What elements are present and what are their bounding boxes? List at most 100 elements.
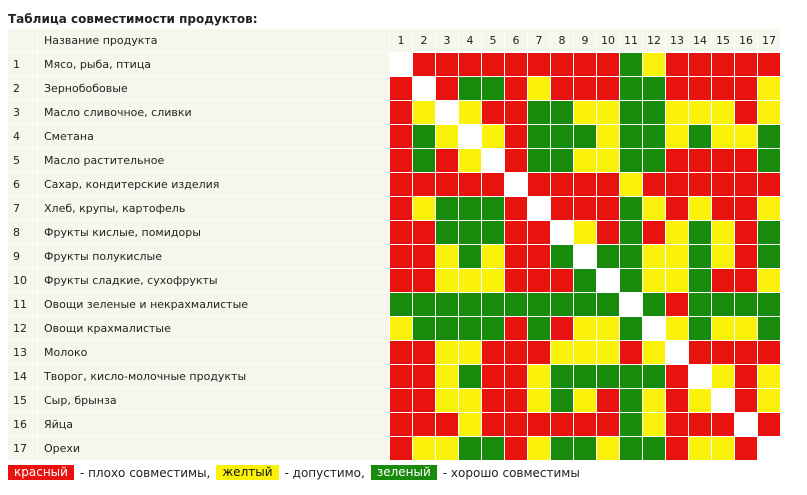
compatibility-cell: [550, 388, 574, 413]
compatibility-cell: [435, 148, 459, 173]
compatibility-cell: [573, 244, 597, 269]
table-row: 11 Овощи зеленые и некрахмалистые: [8, 292, 781, 317]
compatibility-cell: [504, 412, 528, 437]
compatibility-cell: [412, 268, 436, 293]
legend-swatch: желтый: [216, 465, 279, 480]
compatibility-cell: [504, 220, 528, 245]
compatibility-cell: [734, 124, 758, 149]
compatibility-cell: [596, 76, 620, 101]
product-name: Яйца: [37, 412, 390, 437]
compatibility-cell: [711, 52, 735, 77]
compatibility-cell: [389, 340, 413, 365]
compatibility-cell: [527, 148, 551, 173]
compatibility-cell: [665, 52, 689, 77]
compatibility-cell: [757, 196, 781, 221]
compatibility-cell: [619, 172, 643, 197]
compatibility-cell: [688, 340, 712, 365]
compatibility-cell: [757, 172, 781, 197]
compatibility-cell: [573, 316, 597, 341]
compatibility-cell: [688, 244, 712, 269]
compatibility-cell: [619, 76, 643, 101]
compatibility-cell: [550, 340, 574, 365]
compatibility-cell: [665, 340, 689, 365]
compatibility-cell: [573, 76, 597, 101]
compatibility-cell: [504, 268, 528, 293]
compatibility-cell: [573, 220, 597, 245]
compatibility-cell: [757, 268, 781, 293]
compatibility-cell: [596, 388, 620, 413]
compatibility-cell: [711, 148, 735, 173]
compatibility-cell: [688, 388, 712, 413]
compatibility-cell: [458, 100, 482, 125]
compatibility-cell: [757, 340, 781, 365]
compatibility-cell: [665, 316, 689, 341]
compatibility-cell: [573, 196, 597, 221]
compatibility-cell: [688, 436, 712, 461]
compatibility-cell: [688, 364, 712, 389]
compatibility-cell: [412, 388, 436, 413]
row-number: 12: [8, 316, 38, 341]
column-header: 10: [596, 29, 620, 53]
product-name: Творог, кисло-молочные продукты: [37, 364, 390, 389]
compatibility-cell: [435, 388, 459, 413]
compatibility-cell: [389, 220, 413, 245]
compatibility-cell: [688, 100, 712, 125]
product-name: Овощи зеленые и некрахмалистые: [37, 292, 390, 317]
compatibility-cell: [711, 268, 735, 293]
compatibility-cell: [619, 220, 643, 245]
compatibility-cell: [619, 268, 643, 293]
compatibility-cell: [504, 76, 528, 101]
compatibility-cell: [665, 268, 689, 293]
compatibility-cell: [527, 124, 551, 149]
compatibility-cell: [596, 52, 620, 77]
column-header: 17: [757, 29, 781, 53]
compatibility-cell: [389, 172, 413, 197]
column-header: 11: [619, 29, 643, 53]
compatibility-cell: [642, 148, 666, 173]
row-number: 11: [8, 292, 38, 317]
product-name: Хлеб, крупы, картофель: [37, 196, 390, 221]
compatibility-cell: [573, 100, 597, 125]
compatibility-cell: [757, 436, 781, 461]
table-row: 6 Сахар, кондитерские изделия: [8, 172, 781, 197]
compatibility-cell: [596, 364, 620, 389]
compatibility-cell: [412, 172, 436, 197]
compatibility-cell: [596, 412, 620, 437]
compatibility-cell: [389, 124, 413, 149]
compatibility-cell: [688, 220, 712, 245]
column-header: 3: [435, 29, 459, 53]
compatibility-cell: [619, 436, 643, 461]
compatibility-cell: [619, 148, 643, 173]
compatibility-cell: [527, 100, 551, 125]
compatibility-cell: [757, 244, 781, 269]
compatibility-cell: [550, 100, 574, 125]
column-header: 6: [504, 29, 528, 53]
compatibility-cell: [642, 316, 666, 341]
product-name: Сахар, кондитерские изделия: [37, 172, 390, 197]
compatibility-cell: [573, 412, 597, 437]
row-number: 2: [8, 76, 38, 101]
compatibility-cell: [734, 388, 758, 413]
compatibility-cell: [527, 244, 551, 269]
compatibility-cell: [688, 268, 712, 293]
row-number: 7: [8, 196, 38, 221]
header-num: [8, 29, 38, 53]
compatibility-cell: [619, 244, 643, 269]
compatibility-cell: [711, 436, 735, 461]
column-header: 16: [734, 29, 758, 53]
compatibility-cell: [665, 244, 689, 269]
compatibility-cell: [757, 364, 781, 389]
compatibility-cell: [527, 316, 551, 341]
compatibility-cell: [757, 76, 781, 101]
table-row: 8 Фрукты кислые, помидоры: [8, 220, 781, 245]
compatibility-cell: [596, 220, 620, 245]
compatibility-cell: [665, 76, 689, 101]
compatibility-cell: [389, 244, 413, 269]
legend-swatch: красный: [8, 465, 74, 480]
row-number: 17: [8, 436, 38, 461]
table-row: 13 Молоко: [8, 340, 781, 365]
compatibility-cell: [481, 148, 505, 173]
compatibility-cell: [596, 148, 620, 173]
compatibility-cell: [573, 268, 597, 293]
compatibility-cell: [757, 316, 781, 341]
